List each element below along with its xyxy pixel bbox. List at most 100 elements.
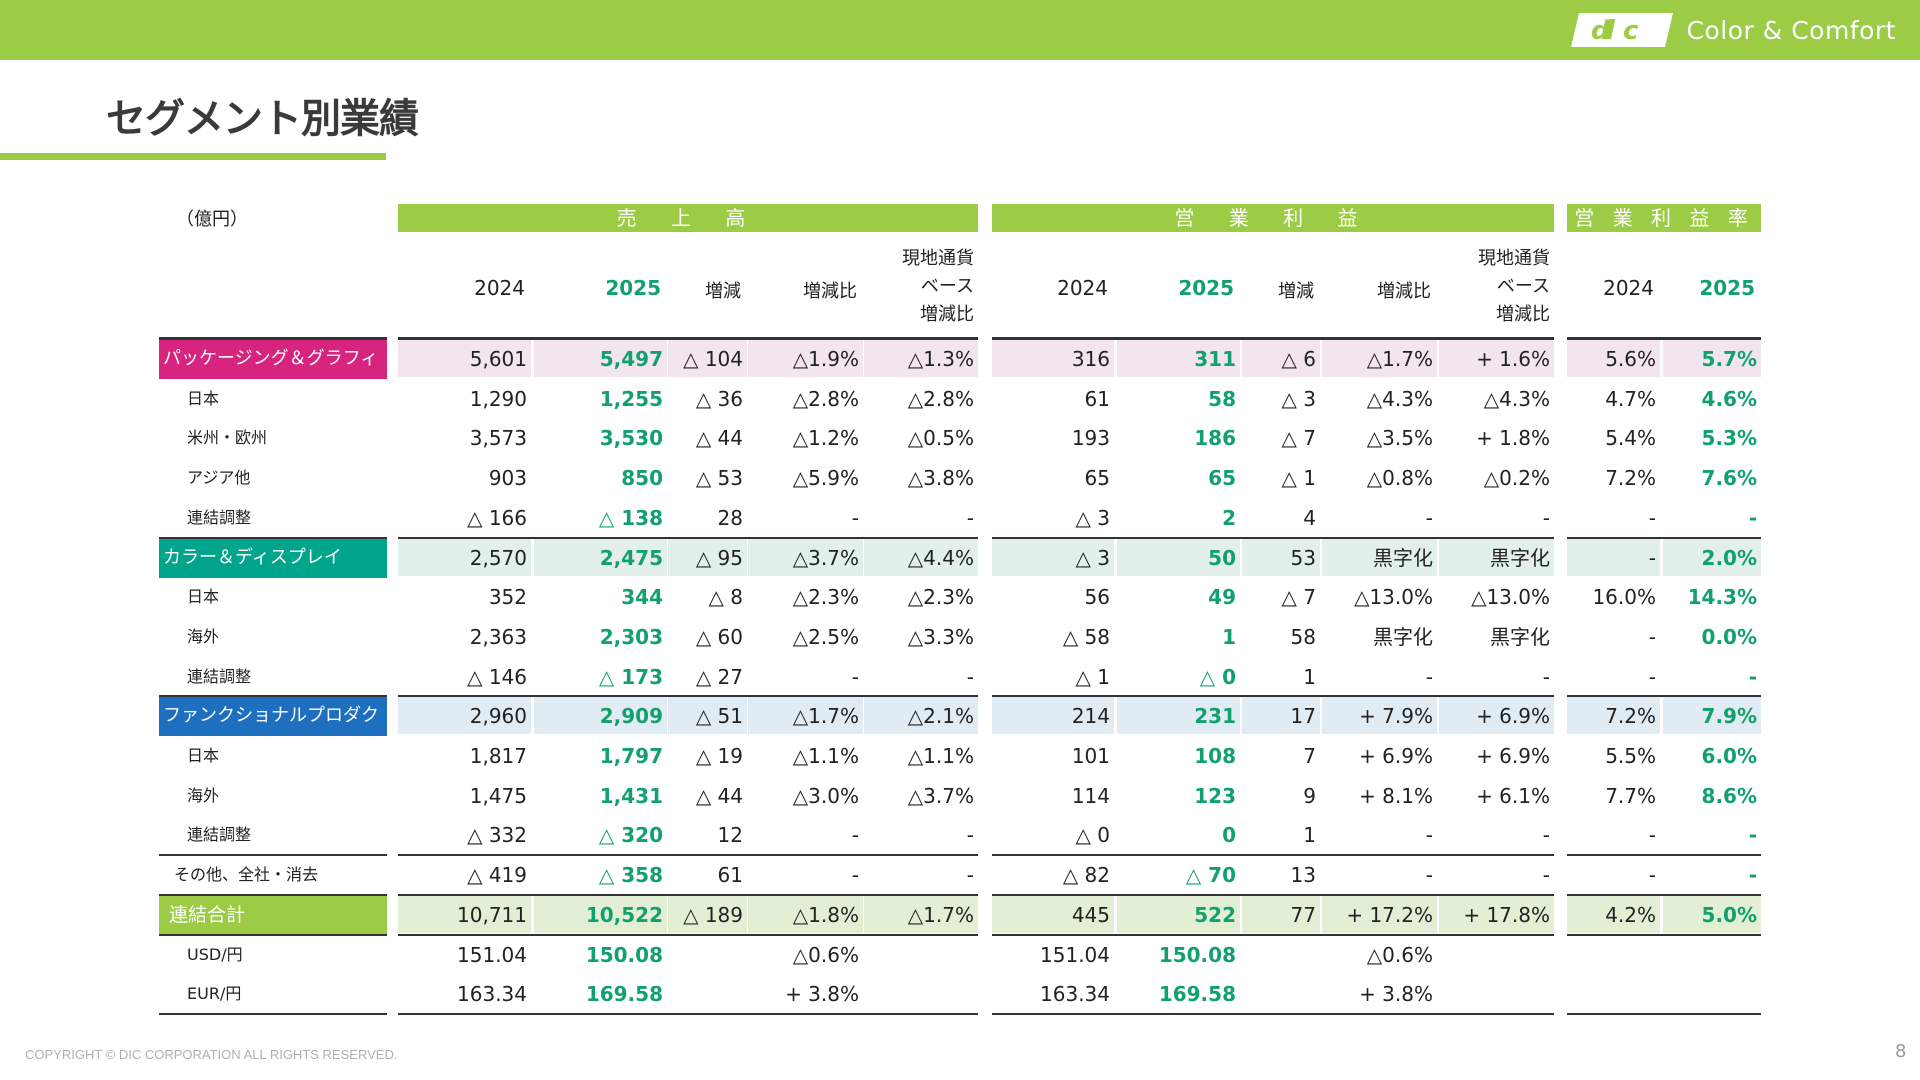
- table-cell: -: [1748, 505, 1757, 530]
- table-cell: △3.7%: [748, 537, 863, 576]
- table-cell: △0.8%: [1366, 466, 1433, 491]
- group-header-operating-margin: 営 業 利 益 率: [1567, 204, 1761, 232]
- table-cell: [1567, 935, 1660, 973]
- table-cell: △2.3%: [907, 585, 974, 610]
- table-row: アジア他 903 850 △ 53 △5.9% △3.8% 65 65 △ 1 △0.8% △0.2…: [0, 458, 1920, 498]
- row-label: その他、全社・消去: [174, 865, 319, 885]
- table-cell: △ 82: [1062, 863, 1110, 888]
- table-cell: -: [851, 505, 859, 530]
- header-y2024: 2024: [1603, 276, 1654, 300]
- table-cell: 101: [1071, 744, 1110, 768]
- table-cell: △1.1%: [792, 744, 859, 768]
- row-label: アジア他: [187, 468, 251, 488]
- table-cell: △1.7%: [748, 696, 863, 735]
- table-row: その他、全社・消去 △ 419 △ 358 61 - - △ 82 △ 70 13 - - - -: [0, 855, 1920, 895]
- table-cell: 黒字化: [1322, 537, 1437, 576]
- table-cell: + 6.9%: [1439, 696, 1554, 735]
- table-rule: [1567, 1013, 1761, 1015]
- table-cell: △3.7%: [907, 783, 974, 808]
- table-cell: -: [1542, 505, 1550, 530]
- table-cell: 1,290: [469, 386, 527, 411]
- table-cell: -: [1748, 823, 1757, 848]
- table-rule: [992, 854, 1554, 856]
- row-label: 日本: [187, 388, 220, 408]
- table-cell: 13: [1290, 863, 1316, 888]
- table-cell: △13.0%: [1471, 585, 1550, 610]
- table-cell: [1242, 974, 1320, 1012]
- table-cell: 5,601: [398, 339, 531, 377]
- table-cell: + 6.9%: [1359, 744, 1433, 768]
- header-change: 増減: [705, 281, 741, 302]
- table-cell: 169.58: [585, 982, 663, 1007]
- header-text-line: 増減比: [1496, 304, 1550, 325]
- table-cell: △4.3%: [1483, 386, 1550, 411]
- copyright-notice: COPYRIGHT © DIC CORPORATION ALL RIGHTS R…: [25, 1047, 398, 1062]
- table-cell: 5.4%: [1605, 426, 1656, 451]
- table-cell: -: [1425, 823, 1433, 848]
- table-cell: 114: [1071, 783, 1110, 808]
- table-cell: -: [1425, 863, 1433, 888]
- table-cell: + 3.8%: [785, 982, 859, 1007]
- table-cell: -: [1648, 505, 1656, 530]
- table-cell: 445: [992, 894, 1114, 933]
- table-cell: -: [1425, 664, 1433, 689]
- row-label: EUR/円: [187, 984, 242, 1004]
- table-cell: △2.5%: [792, 624, 859, 649]
- table-cell: [668, 974, 747, 1012]
- table-cell: -: [1648, 664, 1656, 689]
- table-cell: 1,431: [599, 783, 663, 808]
- row-label: 連結調整: [187, 825, 252, 845]
- table-cell: 186: [1194, 426, 1236, 451]
- table-cell: 150.08: [585, 942, 663, 967]
- row-label: 米州・欧州: [187, 428, 268, 448]
- table-cell: △ 138: [598, 505, 663, 530]
- table-rule: [159, 854, 387, 856]
- table-cell: 352: [488, 585, 527, 610]
- table-cell: 28: [717, 505, 743, 530]
- header-text-line: ベース: [1496, 276, 1550, 297]
- table-row: 米州・欧州 3,573 3,530 △ 44 △1.2% △0.5% 193 186 △ 7 △3…: [0, 418, 1920, 458]
- brand-tagline: Color & Comfort: [1686, 15, 1896, 45]
- table-cell: △ 44: [695, 783, 743, 808]
- table-row: 連結調整 △ 166 △ 138 28 - - △ 3 2 4 - - - -: [0, 498, 1920, 538]
- table-cell: △ 146: [467, 664, 527, 689]
- table-cell: [1439, 935, 1554, 973]
- table-cell: 黒字化: [1373, 624, 1433, 649]
- table-cell: 4.2%: [1567, 894, 1660, 933]
- table-cell: 150.08: [1158, 942, 1236, 967]
- table-cell: -: [1748, 863, 1757, 888]
- table-cell: -: [966, 863, 974, 888]
- table-cell: 49: [1208, 585, 1236, 610]
- table-cell: △ 19: [695, 744, 743, 768]
- table-cell: [668, 935, 747, 973]
- table-cell: 850: [621, 466, 663, 491]
- table-cell: 163.34: [1040, 982, 1110, 1007]
- table-cell: △ 0: [1075, 823, 1110, 848]
- table-cell: 7: [1303, 744, 1316, 768]
- header-y2024: 2024: [474, 276, 525, 300]
- table-cell: △ 189: [668, 894, 747, 933]
- header-y2025: 2025: [1178, 276, 1234, 300]
- table-cell: △ 3: [992, 537, 1114, 576]
- dic-logo: d c Color & Comfort: [1569, 10, 1896, 50]
- table-cell: 1: [1303, 664, 1316, 689]
- table-cell: 3,530: [599, 426, 663, 451]
- table-cell: △1.2%: [792, 426, 859, 451]
- table-cell: [1663, 974, 1761, 1012]
- table-cell: 108: [1194, 744, 1236, 768]
- table-cell: -: [851, 823, 859, 848]
- table-cell: △0.2%: [1483, 466, 1550, 491]
- table-cell: △ 58: [1062, 624, 1110, 649]
- header-local-currency-change: 現地通貨 ベース 増減比: [1439, 245, 1550, 329]
- table-row: EUR/円 163.34 169.58 + 3.8% 163.34 169.58 + 3.8…: [0, 974, 1920, 1014]
- table-cell: △ 60: [695, 624, 743, 649]
- table-rule: [398, 1013, 978, 1015]
- table-cell: △1.1%: [907, 744, 974, 768]
- table-rule: [992, 934, 1554, 936]
- table-row: 連結調整 △ 146 △ 173 △ 27 - - △ 1 △ 0 1 - - - -: [0, 657, 1920, 697]
- table-cell: 2,960: [398, 696, 531, 735]
- table-cell: 151.04: [1040, 942, 1110, 967]
- title-underline: [0, 153, 386, 160]
- table-cell: 214: [992, 696, 1114, 735]
- table-cell: 1,255: [599, 386, 663, 411]
